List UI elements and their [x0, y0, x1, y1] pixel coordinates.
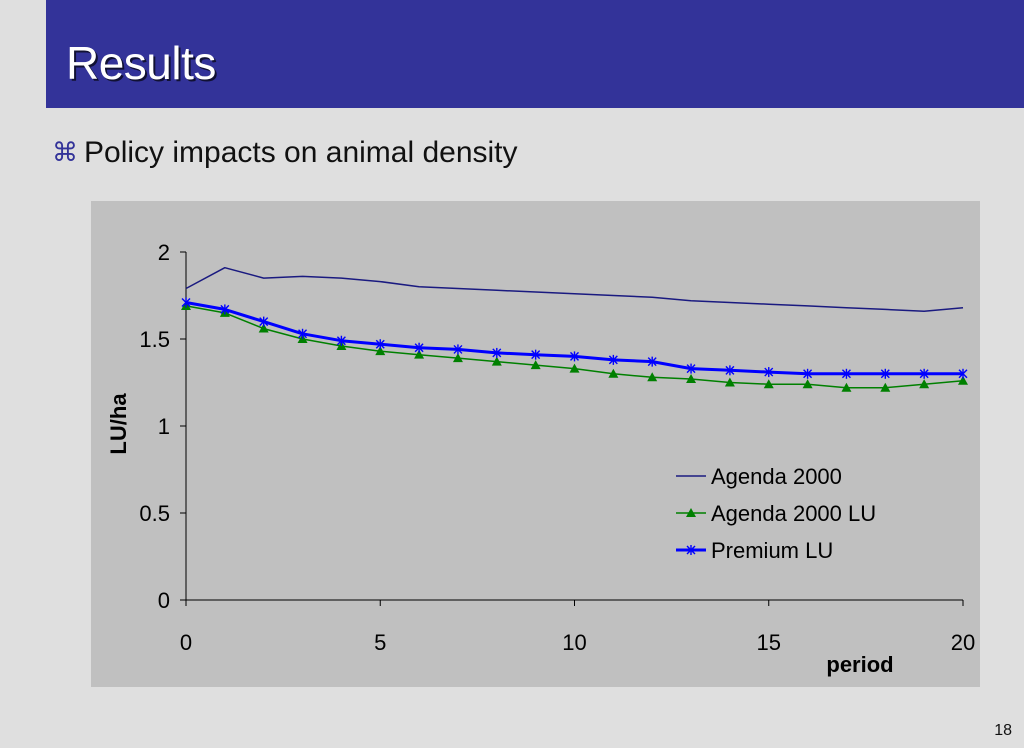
triangle-marker	[530, 360, 541, 370]
y-tick-label: 1	[158, 414, 170, 439]
x-tick-label: 10	[562, 630, 586, 655]
asterisk-marker	[492, 347, 502, 358]
asterisk-marker	[336, 335, 346, 346]
asterisk-marker	[414, 342, 424, 353]
triangle-marker	[763, 379, 774, 389]
triangle-marker	[569, 363, 580, 373]
legend-label: Premium LU	[711, 538, 833, 563]
triangle-marker	[491, 356, 502, 366]
triangle-marker	[919, 379, 930, 389]
asterisk-marker	[531, 349, 541, 360]
asterisk-marker	[608, 354, 618, 365]
x-tick-label: 0	[180, 630, 192, 655]
asterisk-marker	[764, 367, 774, 378]
bullet-text: Policy impacts on animal density	[84, 136, 518, 169]
legend-label: Agenda 2000 LU	[711, 501, 876, 526]
asterisk-marker	[375, 339, 385, 350]
triangle-marker	[880, 382, 891, 392]
asterisk-marker	[880, 368, 890, 379]
y-tick-label: 1.5	[139, 327, 170, 352]
asterisk-marker	[298, 328, 308, 339]
triangle-marker	[258, 323, 269, 333]
triangle-marker	[841, 382, 852, 392]
asterisk-marker	[220, 304, 230, 315]
command-bullet-icon: ⌘	[52, 138, 78, 168]
asterisk-marker	[803, 368, 813, 379]
triangle-marker	[647, 372, 658, 382]
y-tick-label: 0.5	[139, 501, 170, 526]
x-axis-label: period	[826, 652, 893, 677]
triangle-marker	[452, 353, 463, 363]
asterisk-marker	[570, 351, 579, 362]
asterisk-marker	[686, 363, 696, 374]
y-axis-label: LU/ha	[106, 393, 131, 455]
asterisk-marker	[919, 368, 929, 379]
triangle-marker	[686, 508, 696, 517]
asterisk-marker	[841, 368, 851, 379]
asterisk-marker	[453, 344, 463, 355]
triangle-marker	[802, 379, 813, 389]
slide-title: Results	[66, 37, 216, 89]
title-bar	[46, 0, 1024, 108]
y-tick-label: 0	[158, 588, 170, 613]
series-line-1	[185, 266, 964, 312]
triangle-marker	[724, 377, 735, 387]
triangle-marker	[414, 349, 425, 359]
triangle-marker	[958, 375, 968, 385]
asterisk-marker	[686, 545, 696, 555]
triangle-marker	[608, 368, 619, 378]
chart-area	[91, 201, 980, 687]
triangle-marker	[375, 346, 386, 356]
triangle-marker	[686, 374, 697, 384]
x-tick-label: 15	[757, 630, 781, 655]
asterisk-marker	[647, 356, 657, 367]
y-tick-label: 2	[158, 240, 170, 265]
slide-number: 18	[994, 722, 1012, 739]
legend-label: Agenda 2000	[711, 464, 842, 489]
asterisk-marker	[725, 365, 735, 376]
asterisk-marker	[259, 316, 269, 327]
asterisk-marker	[958, 368, 968, 379]
bullet-item: ⌘ Policy impacts on animal density	[52, 136, 518, 170]
asterisk-marker	[181, 297, 191, 308]
x-tick-label: 20	[951, 630, 975, 655]
x-tick-label: 5	[374, 630, 386, 655]
